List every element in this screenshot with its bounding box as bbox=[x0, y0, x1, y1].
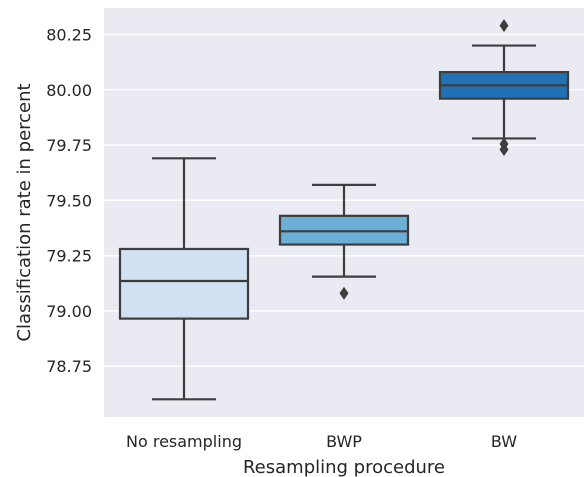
y-tick-label: 79.50 bbox=[46, 191, 92, 210]
y-tick-label: 80.00 bbox=[46, 81, 92, 100]
box bbox=[118, 247, 250, 320]
outlier-point bbox=[339, 286, 349, 300]
x-tick-label: BWP bbox=[326, 432, 362, 451]
box-group bbox=[278, 183, 410, 300]
y-tick-label: 78.75 bbox=[46, 357, 92, 376]
y-tick-label: 79.00 bbox=[46, 302, 92, 321]
x-axis-label: Resampling procedure bbox=[243, 457, 445, 477]
y-tick-label: 80.25 bbox=[46, 26, 92, 45]
outlier-point bbox=[499, 142, 509, 156]
box-group bbox=[438, 19, 570, 156]
box bbox=[278, 214, 410, 246]
y-tick-label: 79.75 bbox=[46, 136, 92, 155]
y-tick-label: 79.25 bbox=[46, 247, 92, 266]
x-tick-label: No resampling bbox=[126, 432, 242, 451]
y-tick-labels: 78.75 79.00 79.25 79.50 79.75 80.00 80.25 bbox=[46, 26, 92, 377]
boxes bbox=[118, 19, 570, 401]
x-tick-labels: No resampling BWP BW bbox=[126, 432, 517, 451]
y-axis-label: Classification rate in percent bbox=[14, 83, 35, 341]
outlier-point bbox=[499, 19, 509, 33]
x-tick-label: BW bbox=[491, 432, 517, 451]
box-group bbox=[118, 157, 250, 401]
